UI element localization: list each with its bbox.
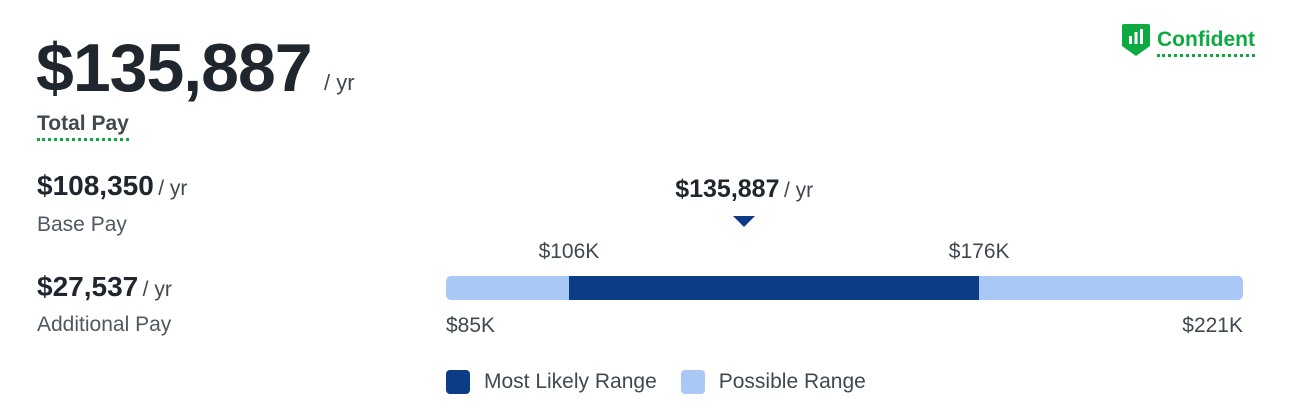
confidence-badge[interactable]: Confident	[1121, 22, 1255, 63]
additional-pay: $27,537 / yr	[37, 271, 172, 303]
additional-pay-amount: $27,537	[37, 271, 139, 302]
legend-label-possible: Possible Range	[718, 370, 866, 393]
likely-range-bar	[569, 276, 980, 300]
total-pay-label[interactable]: Total Pay	[37, 112, 129, 141]
base-pay-period: / yr	[158, 177, 188, 200]
legend: Most Likely Range Possible Range	[446, 370, 866, 394]
bar-chart-shield-icon	[1121, 22, 1151, 63]
legend-item-likely: Most Likely Range	[446, 370, 657, 394]
range-min-label: $85K	[446, 314, 496, 337]
base-pay-label: Base Pay	[37, 213, 127, 236]
marker-period: / yr	[783, 179, 814, 202]
possible-range-bar	[446, 276, 1243, 300]
range-marker-value: $135,887 / yr	[675, 175, 813, 203]
total-pay-period: / yr	[324, 70, 355, 95]
legend-item-possible: Possible Range	[680, 370, 866, 394]
likely-high-label: $176K	[948, 240, 1010, 263]
marker-amount: $135,887	[675, 175, 780, 203]
confidence-label: Confident	[1157, 28, 1255, 57]
legend-swatch-possible	[680, 370, 705, 394]
range-marker-arrow	[733, 216, 756, 227]
additional-pay-label: Additional Pay	[37, 313, 172, 336]
legend-swatch-likely	[446, 370, 470, 394]
range-max-label: $221K	[1182, 314, 1243, 337]
legend-label-likely: Most Likely Range	[484, 370, 657, 393]
likely-low-label: $106K	[538, 240, 600, 263]
base-pay: $108,350 / yr	[37, 170, 187, 202]
additional-pay-period: / yr	[142, 278, 172, 301]
base-pay-amount: $108,350	[37, 170, 154, 201]
total-pay-amount: $135,887	[36, 30, 313, 106]
